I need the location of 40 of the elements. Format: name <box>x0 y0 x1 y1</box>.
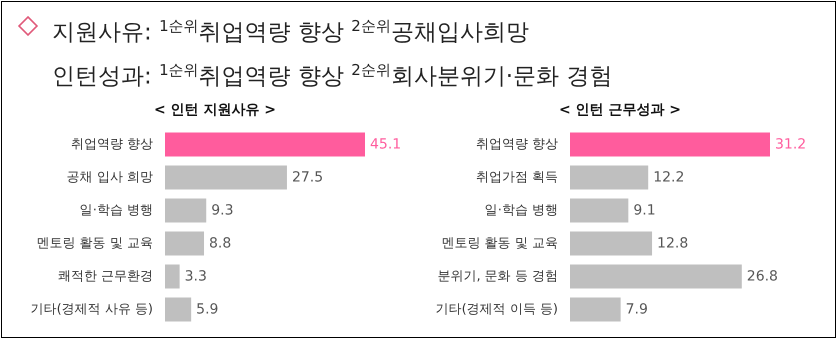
data-label: 9.1 <box>633 202 656 218</box>
bar <box>165 198 206 222</box>
text: 지원사유: $^{1순위}$취업역량 향상 $^{2순위}$공채입사희망 <box>51 16 530 48</box>
data-label: 5.9 <box>196 302 218 318</box>
chart-title: < 인턴 지원사유 > <box>154 102 276 118</box>
text: 인턴성과: $^{1순위}$취업역량 향상 $^{2순위}$회사분위기·문화 경험 <box>51 60 614 92</box>
data-label: 3.3 <box>184 268 207 284</box>
bar <box>570 198 628 222</box>
bar <box>570 264 742 288</box>
y-tick-label: 멘토링 활동 및 교육 <box>442 236 558 251</box>
y-tick-label: 취업역량 향상 <box>476 137 558 152</box>
data-label: 12.2 <box>653 170 684 186</box>
chart-title: < 인턴 근무성과 > <box>558 102 682 118</box>
data-label: 27.5 <box>292 170 324 186</box>
data-label: 7.9 <box>626 302 648 318</box>
bar <box>165 298 192 322</box>
y-tick-label: 일·학습 병행 <box>484 203 558 218</box>
y-tick-label: 공채 입사 희망 <box>66 170 153 185</box>
data-label: 45.1 <box>370 136 402 152</box>
y-tick-label: 멘토링 활동 및 교육 <box>36 236 153 251</box>
y-tick-label: 기타(경제적 사유 등) <box>30 302 153 317</box>
y-tick-label: 쾌적한 근무환경 <box>58 269 153 284</box>
bar <box>165 166 287 190</box>
data-label: 9.3 <box>211 202 234 218</box>
bar <box>570 298 621 322</box>
bar <box>570 166 648 190</box>
data-label: 12.8 <box>657 236 688 252</box>
bar <box>570 132 770 156</box>
y-tick-label: 취업역량 향상 <box>70 137 153 152</box>
bar <box>165 132 365 156</box>
data-label: 31.2 <box>775 136 806 152</box>
bar <box>165 264 180 288</box>
y-tick-label: 일·학습 병행 <box>80 203 153 218</box>
data-label: 8.8 <box>209 236 232 252</box>
y-tick-label: 분위기, 문화 등 경험 <box>437 269 558 284</box>
y-tick-label: 기타(경제적 이득 등) <box>436 302 558 317</box>
bar <box>570 232 652 256</box>
bar <box>165 232 204 256</box>
y-tick-label: 취업가점 획득 <box>476 170 558 185</box>
data-label: 26.8 <box>746 268 778 284</box>
